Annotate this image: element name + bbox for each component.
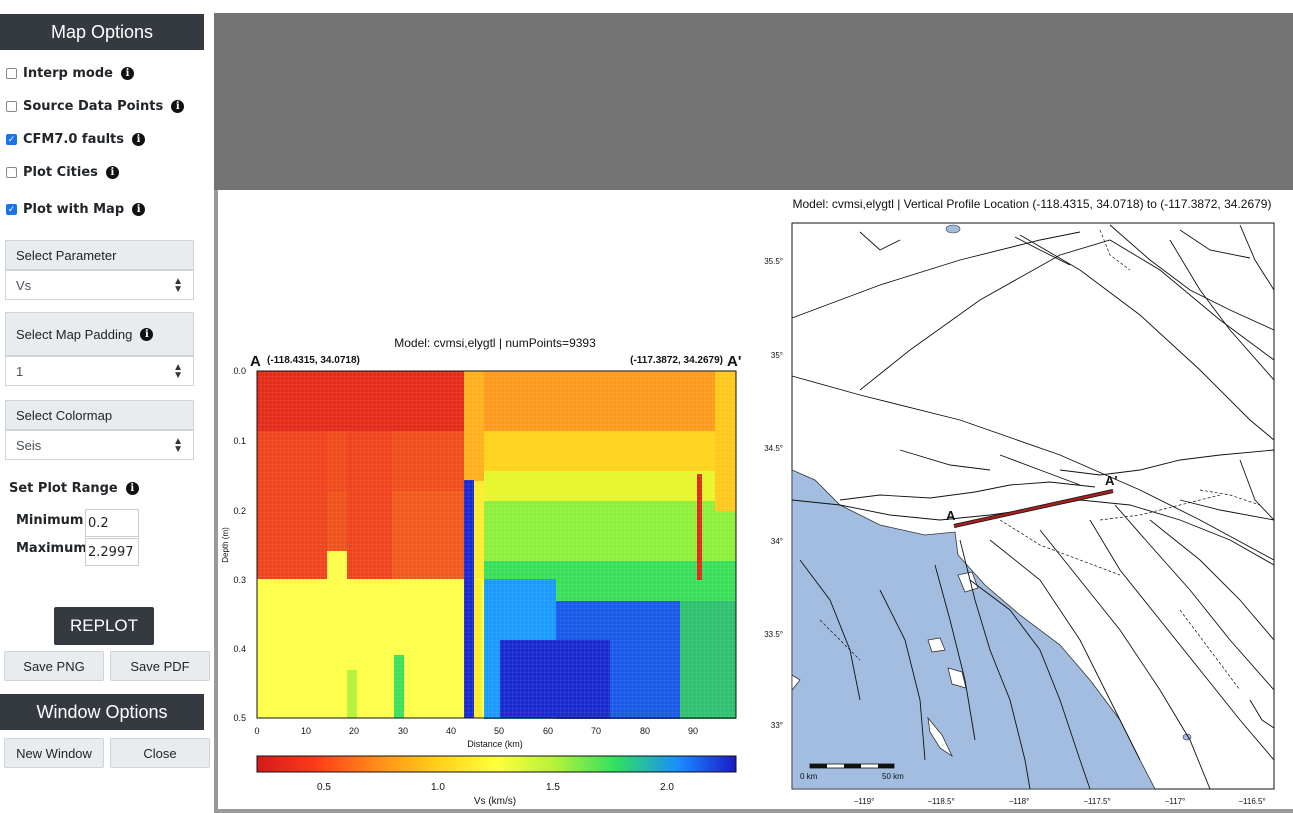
save-pdf-label: Save PDF — [130, 658, 190, 674]
info-icon[interactable]: i — [125, 482, 139, 495]
plot-with-map-label: Plot with Map — [23, 202, 125, 217]
select-parameter-dropdown[interactable]: Vs ▲ ▼ — [5, 270, 194, 300]
close-button[interactable]: Close — [110, 738, 210, 768]
select-map-padding-value: 1 — [16, 363, 24, 379]
cfm-faults-label: CFM7.0 faults — [23, 132, 125, 147]
cfm-faults-checkbox[interactable]: ✓ — [6, 134, 17, 145]
map-options-header: Map Options — [0, 14, 204, 50]
info-icon[interactable]: i — [105, 166, 119, 179]
source-data-points-label: Source Data Points — [23, 99, 164, 114]
source-data-points-checkbox-row[interactable]: Source Data Points i — [6, 99, 185, 114]
maximum-label: Maximum — [16, 541, 87, 556]
minimum-input[interactable]: 0.2 — [85, 509, 139, 537]
new-window-label: New Window — [16, 745, 92, 761]
plot-with-map-checkbox[interactable]: ✓ — [6, 204, 17, 215]
window-options-title: Window Options — [36, 701, 168, 722]
chevron-updown-icon: ▲ ▼ — [173, 436, 183, 455]
sidebar: Map Options Interp mode i Source Data Po… — [0, 0, 214, 813]
set-plot-range-text: Set Plot Range — [9, 481, 118, 496]
close-label: Close — [143, 745, 177, 761]
plot-cities-label: Plot Cities — [23, 165, 98, 180]
select-parameter-label-text: Select Parameter — [16, 247, 117, 263]
replot-button[interactable]: REPLOT — [54, 607, 154, 645]
info-icon[interactable]: i — [132, 133, 146, 146]
interp-mode-checkbox[interactable] — [6, 68, 17, 79]
plot-window-titlebar-area — [214, 13, 1293, 190]
minimum-label: Minimum — [16, 513, 84, 528]
select-colormap-label-text: Select Colormap — [16, 407, 113, 423]
set-plot-range-heading: Set Plot Range i — [9, 481, 139, 496]
info-icon[interactable]: i — [120, 67, 134, 80]
select-map-padding-label-text: Select Map Padding — [16, 326, 133, 342]
select-parameter-label: Select Parameter — [5, 240, 194, 270]
plot-with-map-checkbox-row[interactable]: ✓ Plot with Map i — [6, 202, 146, 217]
info-icon[interactable]: i — [140, 327, 154, 341]
window-options-header: Window Options — [0, 694, 204, 730]
maximum-value: 2.2997 — [88, 544, 134, 560]
cfm-faults-checkbox-row[interactable]: ✓ CFM7.0 faults i — [6, 132, 146, 147]
select-map-padding-label: Select Map Padding i — [5, 312, 194, 356]
select-parameter-value: Vs — [16, 277, 32, 293]
map-options-title: Map Options — [50, 21, 154, 42]
interp-mode-checkbox-row[interactable]: Interp mode i — [6, 66, 134, 81]
maximum-input[interactable]: 2.2997 — [85, 538, 139, 566]
replot-label: REPLOT — [69, 616, 139, 635]
plot-frame — [214, 190, 1293, 813]
minimum-value: 0.2 — [88, 515, 109, 531]
select-colormap-label: Select Colormap — [5, 400, 194, 430]
save-png-button[interactable]: Save PNG — [4, 651, 104, 681]
save-pdf-button[interactable]: Save PDF — [110, 651, 210, 681]
select-colormap-dropdown[interactable]: Seis ▲ ▼ — [5, 430, 194, 460]
select-map-padding-dropdown[interactable]: 1 ▲ ▼ — [5, 356, 194, 386]
chevron-updown-icon: ▲ ▼ — [173, 276, 183, 295]
plot-cities-checkbox[interactable] — [6, 167, 17, 178]
info-icon[interactable]: i — [132, 203, 146, 216]
interp-mode-label: Interp mode — [23, 66, 113, 81]
source-data-points-checkbox[interactable] — [6, 101, 17, 112]
select-colormap-value: Seis — [16, 437, 42, 453]
info-icon[interactable]: i — [171, 100, 185, 113]
new-window-button[interactable]: New Window — [4, 738, 104, 768]
plot-cities-checkbox-row[interactable]: Plot Cities i — [6, 165, 119, 180]
save-png-label: Save PNG — [23, 658, 85, 674]
chevron-updown-icon: ▲ ▼ — [173, 362, 183, 381]
